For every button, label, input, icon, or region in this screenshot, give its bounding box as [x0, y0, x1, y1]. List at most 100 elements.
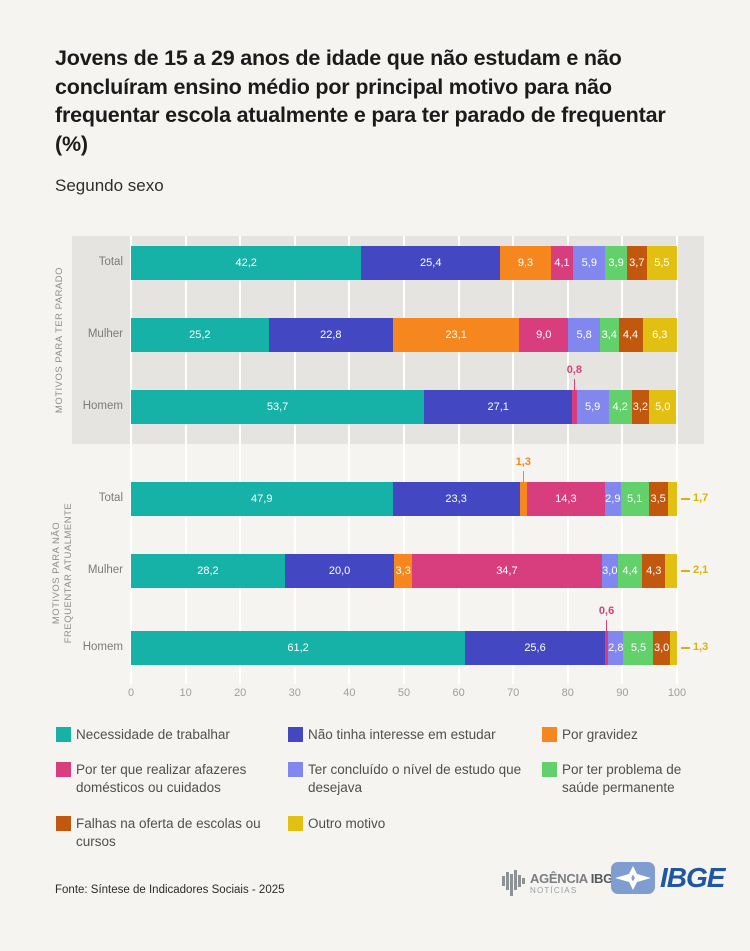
- bar-segment: 5,1: [620, 482, 649, 516]
- segment-value-label: 5,0: [655, 401, 671, 413]
- segment-value-label: 9,3: [517, 257, 534, 269]
- bar-segment: 23,1: [393, 318, 520, 352]
- ibge-logo: IBGE: [611, 862, 725, 894]
- legend-swatch: [542, 762, 557, 778]
- bar-segment: 3,7: [626, 246, 647, 280]
- segment-value-label: 61,2: [287, 642, 309, 654]
- bar-segment: 14,3: [526, 482, 605, 516]
- legend-label: Falhas na oferta de escolas ou cursos: [76, 815, 261, 849]
- legend-label: Por ter que realizar afazeres domésticos…: [76, 762, 247, 796]
- bar-segment: 5,5: [646, 246, 677, 280]
- legend-swatch: [542, 727, 557, 742]
- segment-value-label: 2,8: [608, 642, 624, 654]
- row-label: Total: [98, 492, 123, 504]
- x-axis-tick-label: 0: [127, 687, 135, 699]
- row-label: Mulher: [87, 564, 123, 576]
- gridline: [184, 236, 187, 684]
- segment-callout-dash: [681, 647, 690, 649]
- legend-swatch: [56, 815, 71, 831]
- segment-value-label: 2,9: [605, 493, 621, 505]
- bar-segment: 5,9: [576, 390, 609, 424]
- legend-item: Por gravidez: [542, 726, 712, 744]
- bar-segment: 27,1: [424, 390, 573, 424]
- gridline: [403, 236, 405, 684]
- segment-value-label: 4,2: [612, 401, 628, 413]
- chart-legend: Necessidade de trabalhar Não tinha intere…: [56, 726, 716, 851]
- legend-item: Outro motivo: [288, 815, 542, 851]
- bar-segment: 25,2: [131, 318, 269, 352]
- legend-label: Necessidade de trabalhar: [76, 727, 230, 742]
- legend-item: Falhas na oferta de escolas ou cursos: [56, 815, 288, 851]
- segment-value-label: 5,8: [576, 329, 592, 341]
- segment-value-label: 5,5: [654, 257, 670, 269]
- agencia-label: AGÊNCIA: [530, 870, 588, 886]
- bar-segment: [665, 554, 677, 588]
- bar-segment: 3,5: [648, 482, 668, 516]
- noticias-label: NOTÍCIAS: [530, 885, 578, 895]
- x-axis-tick-label: 100: [667, 687, 687, 699]
- segment-callout-label: 0,8: [566, 364, 582, 376]
- agencia-ibge-text: AGÊNCIA IBGE NOTÍCIAS: [530, 870, 622, 895]
- stacked-bar-row: 61,2 25,6 2,8 5,5 3,0: [131, 631, 677, 665]
- legend-label: Por ter problema de saúde permanente: [562, 762, 682, 796]
- gridline: [621, 236, 624, 684]
- legend-label: Por gravidez: [562, 727, 638, 742]
- segment-value-label: 5,9: [581, 257, 597, 269]
- segment-value-label: 5,9: [584, 401, 601, 413]
- segment-callout-line: [522, 471, 525, 482]
- segment-value-label: 34,7: [496, 565, 518, 577]
- bar-segment: 5,9: [573, 246, 606, 280]
- segment-value-label: 4,4: [622, 565, 638, 577]
- segment-value-label: 23,3: [445, 493, 467, 505]
- segment-value-label: 4,1: [554, 257, 570, 269]
- bar-segment: [667, 482, 677, 516]
- bar-segment: 23,3: [392, 482, 520, 516]
- legend-label: Não tinha interesse em estudar: [308, 727, 496, 742]
- segment-value-label: 25,2: [189, 329, 211, 341]
- bar-segment: 61,2: [131, 631, 466, 665]
- source-note: Fonte: Síntese de Indicadores Sociais - …: [55, 884, 285, 896]
- bar-segment: 2,9: [604, 482, 621, 516]
- bar-segment: [604, 631, 609, 665]
- segment-value-label: 4,3: [646, 565, 662, 577]
- legend-swatch: [56, 762, 71, 778]
- segment-callout-label: 0,6: [598, 605, 615, 617]
- page-subtitle: Segundo sexo: [55, 176, 164, 195]
- ibge-emblem-icon: [611, 862, 655, 894]
- row-label: Total: [98, 256, 123, 268]
- segment-value-label: 22,8: [320, 329, 342, 341]
- bar-segment: 3,3: [394, 554, 413, 588]
- bar-segment: 6,3: [642, 318, 677, 352]
- agencia-ibge-map-icon: [502, 870, 525, 896]
- bar-segment: 25,6: [465, 631, 605, 665]
- segment-value-label: 25,4: [420, 257, 442, 269]
- legend-label: Ter concluído o nível de estudo que dese…: [308, 762, 522, 796]
- x-axis-tick-label: 60: [452, 687, 465, 699]
- bar-segment: 5,5: [623, 631, 654, 665]
- stacked-bar-row: 53,7 27,1 5,9 4,2 3,2 5,0: [131, 390, 677, 424]
- bar-segment: 4,4: [618, 318, 643, 352]
- row-label: Homem: [82, 400, 123, 412]
- row-label: Mulher: [87, 328, 123, 340]
- segment-callout-label: 1,3: [515, 456, 531, 468]
- x-axis-tick-label: 80: [561, 687, 574, 699]
- bar-segment: 9,3: [500, 246, 551, 280]
- bar-segment: 3,2: [631, 390, 650, 424]
- bar-segment: 25,4: [361, 246, 501, 280]
- bar-segment: 3,0: [601, 554, 618, 588]
- bar-segment: 28,2: [131, 554, 285, 588]
- row-label: Homem: [82, 641, 123, 653]
- bar-segment: 5,0: [649, 390, 677, 424]
- segment-callout-label: 1,7: [693, 492, 709, 504]
- segment-value-label: 4,4: [622, 329, 639, 341]
- gridline: [457, 236, 460, 684]
- bar-segment: 22,8: [268, 318, 394, 352]
- segment-value-label: 3,0: [654, 642, 670, 654]
- bar-segment: [572, 390, 577, 424]
- bar-segment: [669, 631, 677, 665]
- legend-item: Não tinha interesse em estudar: [288, 726, 542, 744]
- bar-segment: 3,0: [653, 631, 670, 665]
- bar-segment: 5,8: [568, 318, 600, 352]
- segment-value-label: 20,0: [328, 565, 351, 577]
